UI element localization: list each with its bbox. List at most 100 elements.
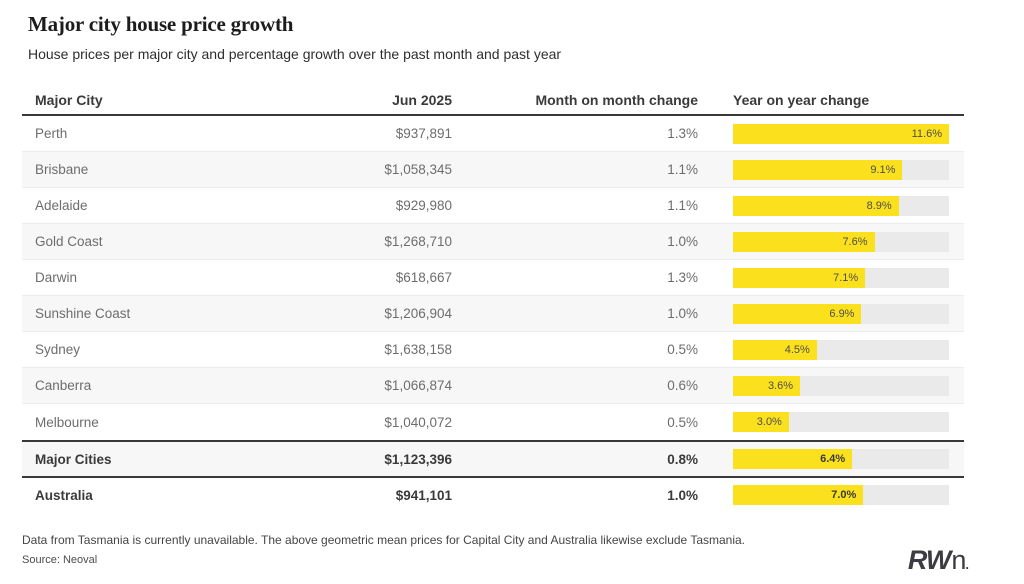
yoy-bar-track: 3.0% [733,412,949,432]
table-row: Sunshine Coast $1,206,904 1.0% 6.9% [22,296,964,332]
yoy-bar-cell: 7.0% [698,485,964,505]
yoy-bar-value: 7.0% [831,489,857,501]
table-row: Darwin $618,667 1.3% 7.1% [22,260,964,296]
mom-change-value: 1.0% [667,306,698,321]
city-name: Perth [35,126,68,141]
yoy-bar-value: 8.9% [866,199,892,212]
city-name: Sydney [35,342,81,357]
table-body: Perth $937,891 1.3% 11.6% Brisbane $1,058,345… [22,116,964,512]
yoy-bar: 6.9% [733,303,862,324]
price-value: $1,058,345 [384,162,452,177]
footnote: Data from Tasmania is currently unavaila… [22,533,746,547]
yoy-bar-cell: 4.5% [698,339,964,360]
price-value: $618,667 [395,270,452,285]
yoy-bar-value: 7.6% [842,235,868,248]
yoy-bar-cell: 11.6% [698,123,964,144]
yoy-bar-value: 4.5% [784,343,810,356]
rwn-logo-dot: . [965,557,969,572]
yoy-bar-cell: 8.9% [698,195,964,216]
mom-change-value: 1.0% [667,234,698,249]
yoy-bar-value: 6.9% [829,307,855,320]
yoy-bar: 9.1% [733,159,903,180]
yoy-bar-cell: 6.4% [698,449,964,469]
yoy-bar: 3.6% [733,375,801,396]
yoy-bar-value: 11.6% [911,127,942,140]
rwn-logo: RWn. [907,545,969,575]
col-header-jun-2025: Jun 2025 [392,92,452,108]
yoy-bar-track: 6.4% [733,449,949,469]
city-name: Adelaide [35,198,88,213]
yoy-bar-value: 3.0% [756,416,782,428]
yoy-bar-track: 7.6% [733,231,949,252]
yoy-bar-cell: 3.0% [698,412,964,432]
price-value: $1,123,396 [384,451,452,467]
yoy-bar-track: 6.9% [733,303,949,324]
mom-change-value: 0.5% [667,342,698,357]
table-row: Major Cities $1,123,396 0.8% 6.4% [22,440,964,476]
source-label: Source: Neoval [22,554,98,566]
mom-change-value: 1.3% [667,126,698,141]
yoy-bar-track: 7.1% [733,267,949,288]
mom-change-value: 1.3% [667,270,698,285]
city-name: Australia [35,487,93,503]
price-value: $941,101 [395,487,452,503]
col-header-month-on-month: Month on month change [535,92,698,108]
yoy-bar-cell: 3.6% [698,375,964,396]
yoy-bar: 4.5% [733,339,817,360]
yoy-bar-value: 9.1% [870,163,896,176]
city-name: Gold Coast [35,234,103,249]
col-header-year-on-year: Year on year change [733,92,870,108]
yoy-bar-value: 7.1% [833,271,859,284]
price-value: $1,040,072 [384,414,452,430]
table-row: Brisbane $1,058,345 1.1% 9.1% [22,152,964,188]
yoy-bar: 7.0% [733,485,864,505]
price-value: $1,066,874 [384,378,452,393]
yoy-bar-track: 3.6% [733,375,949,396]
table-header-row: Major City Jun 2025 Month on month chang… [22,86,964,116]
city-name: Darwin [35,270,78,285]
yoy-bar: 7.6% [733,231,875,252]
mom-change-value: 1.1% [667,198,698,213]
yoy-bar-track: 7.0% [733,485,949,505]
col-header-major-city: Major City [35,92,103,108]
yoy-bar: 6.4% [733,449,853,469]
yoy-bar-track: 11.6% [733,123,949,144]
page-subtitle: House prices per major city and percenta… [28,46,562,62]
yoy-bar-cell: 7.6% [698,231,964,252]
price-value: $1,206,904 [384,306,452,321]
table-row: Canberra $1,066,874 0.6% 3.6% [22,368,964,404]
house-price-table: Major City Jun 2025 Month on month chang… [22,86,964,512]
yoy-bar: 7.1% [733,267,866,288]
table-row: Perth $937,891 1.3% 11.6% [22,116,964,152]
mom-change-value: 0.6% [667,378,698,393]
yoy-bar-cell: 7.1% [698,267,964,288]
price-value: $937,891 [395,126,452,141]
price-value: $1,268,710 [384,234,452,249]
table-row: Gold Coast $1,268,710 1.0% 7.6% [22,224,964,260]
yoy-bar-value: 3.6% [767,379,794,392]
rwn-logo-rw: RW [907,545,951,575]
yoy-bar-value: 6.4% [820,453,846,465]
table-row: Adelaide $929,980 1.1% 8.9% [22,188,964,224]
table-row: Melbourne $1,040,072 0.5% 3.0% [22,404,964,440]
yoy-bar-track: 8.9% [733,195,949,216]
page-title: Major city house price growth [28,12,294,36]
yoy-bar: 8.9% [733,195,899,216]
yoy-bar-cell: 6.9% [698,303,964,324]
price-value: $929,980 [395,198,452,213]
city-name: Brisbane [35,162,89,177]
city-name: Major Cities [35,451,112,467]
city-name: Canberra [35,378,92,393]
yoy-bar-cell: 9.1% [698,159,964,180]
city-name: Sunshine Coast [35,306,131,321]
table-row: Sydney $1,638,158 0.5% 4.5% [22,332,964,368]
price-value: $1,638,158 [384,342,452,357]
yoy-bar: 11.6% [733,123,949,144]
city-name: Melbourne [35,414,99,430]
mom-change-value: 0.8% [667,451,698,467]
rwn-logo-n: n [951,545,966,575]
table-row: Australia $941,101 1.0% 7.0% [22,476,964,512]
mom-change-value: 1.1% [667,162,698,177]
yoy-bar: 3.0% [733,412,789,432]
